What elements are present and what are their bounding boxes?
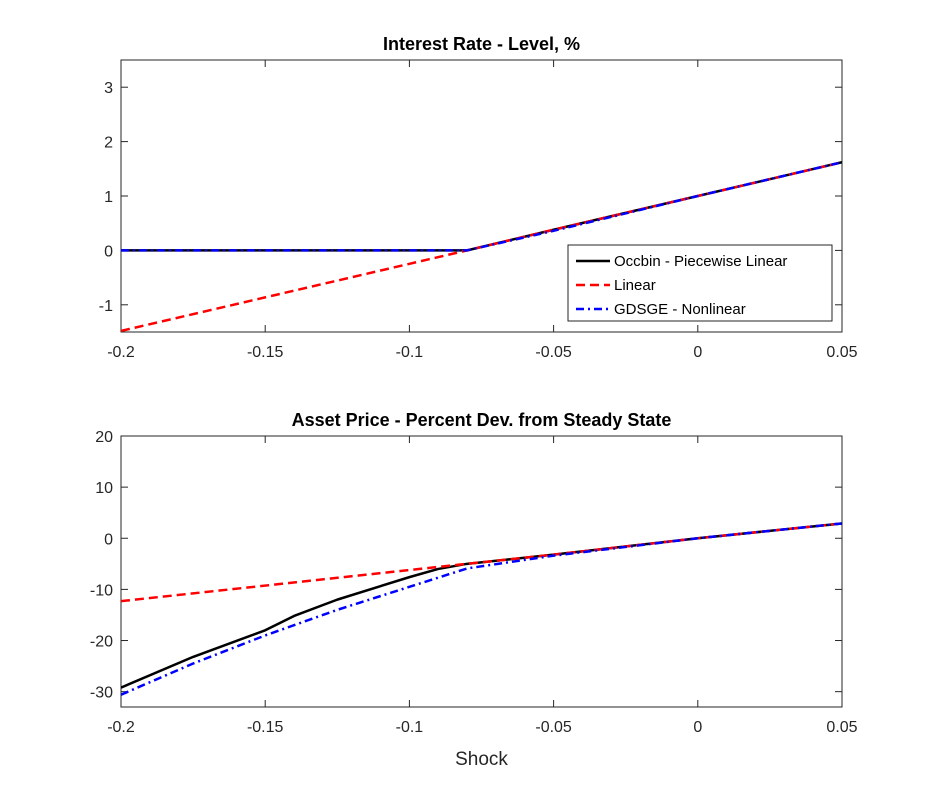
chart-title: Interest Rate - Level, % (383, 34, 580, 54)
chart-2: Asset Price - Percent Dev. from Steady S… (90, 410, 858, 770)
x-tick-label: 0 (693, 344, 702, 361)
x-tick-label: -0.1 (396, 719, 424, 736)
plot-area (120, 435, 843, 708)
y-tick-label: 20 (95, 429, 113, 446)
y-tick-label: -1 (99, 298, 113, 315)
x-tick-label: -0.2 (107, 344, 135, 361)
x-axis-label: Shock (455, 749, 508, 770)
chart-title: Asset Price - Percent Dev. from Steady S… (292, 410, 672, 430)
x-tick-label: -0.1 (396, 344, 424, 361)
y-tick-label: -20 (90, 634, 113, 651)
legend-label: GDSGE - Nonlinear (614, 301, 746, 318)
x-tick-label: -0.05 (535, 719, 572, 736)
x-tick-label: -0.15 (247, 344, 284, 361)
legend-label: Linear (614, 277, 656, 294)
legend: Occbin - Piecewise Linear Linear GDSGE - N… (567, 244, 833, 322)
x-tick-label: 0.05 (826, 344, 857, 361)
legend-label: Occbin - Piecewise Linear (614, 253, 787, 270)
y-tick-label: -30 (90, 685, 113, 702)
y-tick-label: 10 (95, 480, 113, 497)
x-tick-label: -0.15 (247, 719, 284, 736)
series-line-gdsge-nonlinear (121, 161, 842, 252)
y-tick-label: 0 (104, 243, 113, 260)
y-tick-label: 2 (104, 135, 113, 152)
x-tick-label: -0.05 (535, 344, 572, 361)
legend-box (567, 244, 833, 322)
x-tick-label: 0.05 (826, 719, 857, 736)
x-tick-label: -0.2 (107, 719, 135, 736)
x-tick-label: 0 (693, 719, 702, 736)
series-line-gdsge-nonlinear (121, 522, 842, 696)
y-tick-label: -10 (90, 582, 113, 599)
chart-1: Interest Rate - Level, % -0.2 -0.15 -0.1 -0.… (99, 34, 858, 361)
y-tick-label: 1 (104, 189, 113, 206)
y-tick-label: 0 (104, 531, 113, 548)
y-tick-label: 3 (104, 80, 113, 97)
